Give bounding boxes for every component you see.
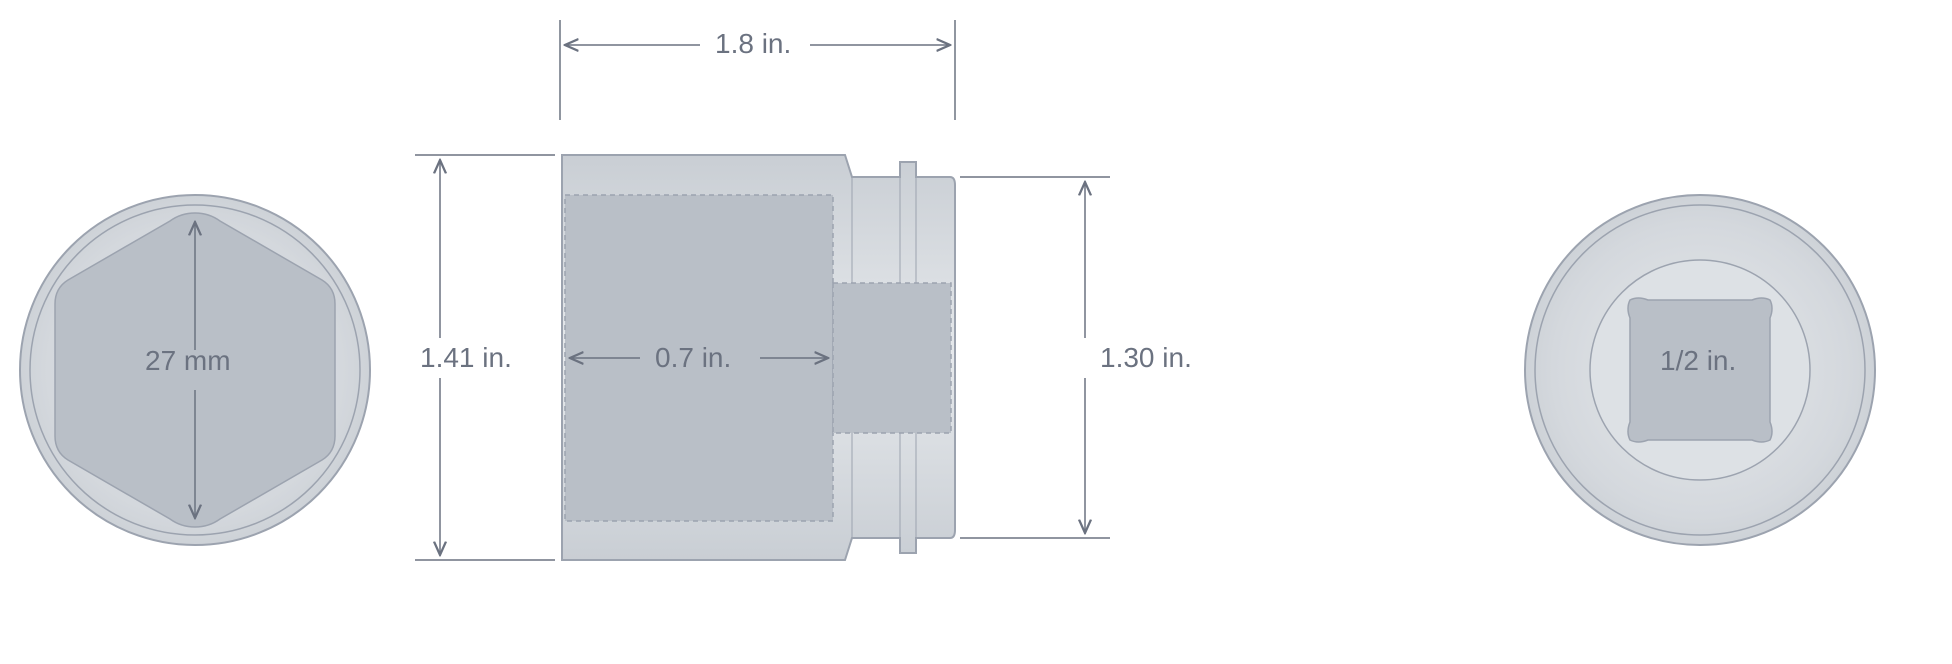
side-view: [415, 20, 1110, 560]
drive-size-label: 1/2 in.: [1660, 345, 1736, 377]
body-height-label: 1.41 in.: [420, 342, 512, 374]
hex-size-label: 27 mm: [145, 345, 231, 377]
drive-height-label: 1.30 in.: [1100, 342, 1192, 374]
bore-depth-label: 0.7 in.: [655, 342, 731, 374]
overall-length-label: 1.8 in.: [715, 28, 791, 60]
diagram-svg: [0, 0, 1952, 664]
